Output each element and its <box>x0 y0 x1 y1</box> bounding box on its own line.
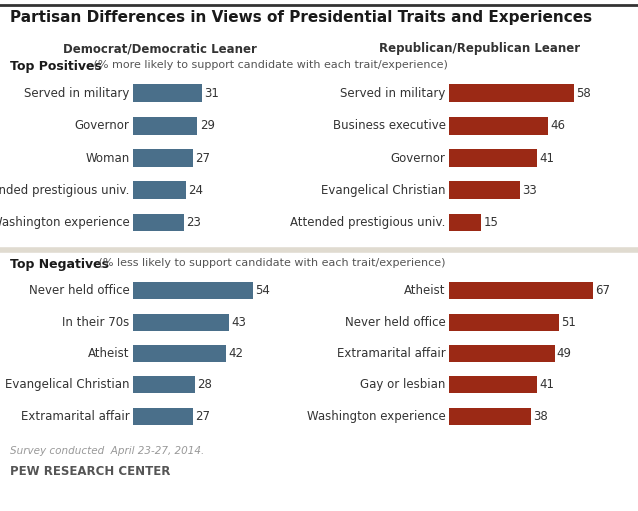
Text: 41: 41 <box>540 378 554 391</box>
Bar <box>133 117 198 134</box>
Text: Never held office: Never held office <box>345 316 445 329</box>
Text: Gay or lesbian: Gay or lesbian <box>360 378 445 391</box>
Text: 43: 43 <box>231 316 246 329</box>
Text: 27: 27 <box>195 151 211 165</box>
Text: 67: 67 <box>596 284 611 297</box>
Bar <box>133 282 253 299</box>
Text: 51: 51 <box>561 316 576 329</box>
Text: Partisan Differences in Views of Presidential Traits and Experiences: Partisan Differences in Views of Preside… <box>10 10 592 25</box>
Text: Atheist: Atheist <box>88 347 130 360</box>
Text: Extramarital affair: Extramarital affair <box>20 410 130 423</box>
Bar <box>133 181 186 199</box>
Bar <box>449 214 481 231</box>
Text: 41: 41 <box>540 151 554 165</box>
Text: 29: 29 <box>200 119 215 132</box>
Text: Extramarital affair: Extramarital affair <box>337 347 445 360</box>
Text: Top Negatives: Top Negatives <box>10 258 109 271</box>
Text: Business executive: Business executive <box>332 119 445 132</box>
Bar <box>449 84 574 102</box>
Bar <box>449 314 559 331</box>
Text: 54: 54 <box>255 284 271 297</box>
Text: (% less likely to support candidate with each trait/experience): (% less likely to support candidate with… <box>95 258 445 268</box>
Text: 49: 49 <box>557 347 572 360</box>
Text: PEW RESEARCH CENTER: PEW RESEARCH CENTER <box>10 465 170 478</box>
Bar <box>133 408 193 425</box>
Text: Woman: Woman <box>85 151 130 165</box>
Text: 31: 31 <box>204 87 219 100</box>
Text: 33: 33 <box>522 184 537 197</box>
Bar <box>449 282 593 299</box>
Bar <box>133 376 195 393</box>
Bar <box>449 376 537 393</box>
Bar <box>133 214 184 231</box>
Bar <box>449 149 537 167</box>
Text: Never held office: Never held office <box>29 284 130 297</box>
Text: 58: 58 <box>576 87 591 100</box>
Text: (% more likely to support candidate with each trait/experience): (% more likely to support candidate with… <box>90 60 448 70</box>
Text: Evangelical Christian: Evangelical Christian <box>5 378 130 391</box>
Bar <box>449 345 554 362</box>
Text: Survey conducted  April 23-27, 2014.: Survey conducted April 23-27, 2014. <box>10 446 204 456</box>
Text: Evangelical Christian: Evangelical Christian <box>321 184 445 197</box>
Text: Democrat/Democratic Leaner: Democrat/Democratic Leaner <box>63 42 257 55</box>
Text: 23: 23 <box>186 216 201 229</box>
Text: 28: 28 <box>198 378 212 391</box>
Text: 24: 24 <box>189 184 204 197</box>
Text: Atheist: Atheist <box>404 284 445 297</box>
Text: Republican/Republican Leaner: Republican/Republican Leaner <box>380 42 581 55</box>
Bar <box>449 408 531 425</box>
Text: Governor: Governor <box>390 151 445 165</box>
Text: Served in military: Served in military <box>340 87 445 100</box>
Text: In their 70s: In their 70s <box>62 316 130 329</box>
Text: 38: 38 <box>533 410 548 423</box>
Text: 27: 27 <box>195 410 211 423</box>
Text: 15: 15 <box>484 216 498 229</box>
Text: Washington experience: Washington experience <box>0 216 130 229</box>
Text: Top Positives: Top Positives <box>10 60 102 73</box>
Bar <box>449 117 548 134</box>
Text: Served in military: Served in military <box>24 87 130 100</box>
Bar <box>133 149 193 167</box>
Bar <box>133 314 229 331</box>
Bar <box>449 181 520 199</box>
Text: Attended prestigious univ.: Attended prestigious univ. <box>290 216 445 229</box>
Text: Attended prestigious univ.: Attended prestigious univ. <box>0 184 130 197</box>
Bar <box>133 84 202 102</box>
Text: 42: 42 <box>229 347 244 360</box>
Text: Washington experience: Washington experience <box>307 410 445 423</box>
Bar <box>133 345 226 362</box>
Text: Governor: Governor <box>75 119 130 132</box>
Text: 46: 46 <box>550 119 565 132</box>
